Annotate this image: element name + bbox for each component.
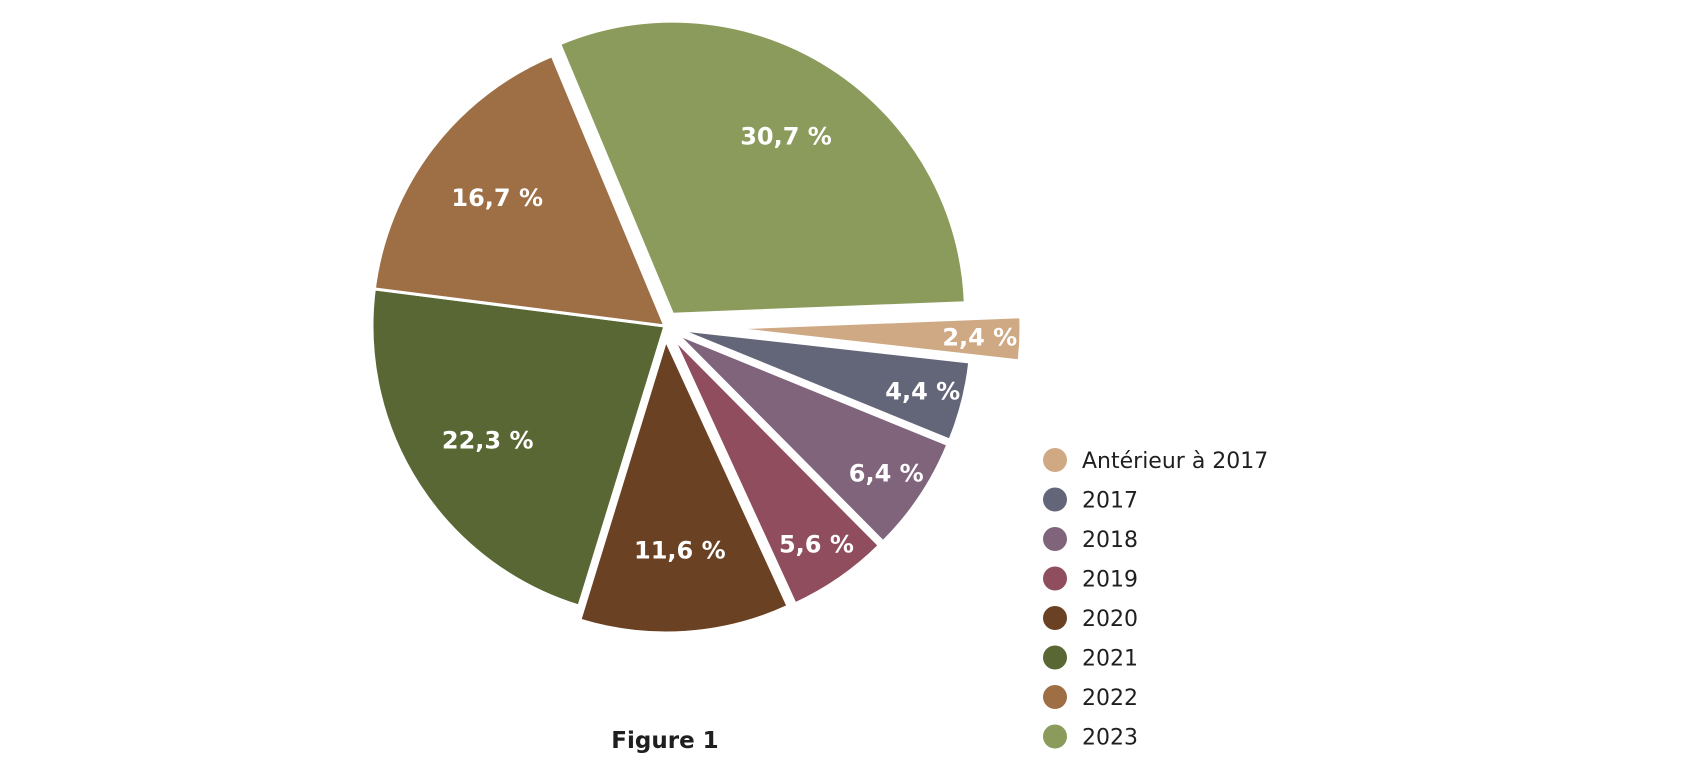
- slice-label: 22,3 %: [442, 426, 534, 454]
- slice-label: 6,4 %: [849, 460, 924, 488]
- pie-slice-2021: [370, 287, 667, 608]
- slice-label: 11,6 %: [634, 536, 726, 564]
- legend-label: 2019: [1082, 568, 1138, 593]
- legend-swatch: [1043, 645, 1067, 670]
- legend-swatch: [1043, 724, 1067, 749]
- legend-label: 2022: [1082, 686, 1138, 711]
- legend-swatch: [1043, 566, 1067, 591]
- pie-slice-2023: [558, 19, 967, 316]
- legend: Antérieur à 2017 2017 2018 2019 2020 2021 2022…: [1043, 448, 1268, 751]
- legend-label: 2018: [1082, 528, 1138, 553]
- legend-label: Antérieur à 2017: [1082, 449, 1268, 474]
- figure-caption: Figure 1: [611, 728, 718, 754]
- legend-swatch: [1043, 487, 1067, 512]
- slice-label: 4,4 %: [885, 378, 960, 406]
- legend-label: 2023: [1082, 726, 1138, 751]
- pie-slice-ant-rieur-2017: [726, 315, 1023, 363]
- legend-swatch: [1043, 448, 1067, 472]
- pie-slice-2019: [671, 336, 881, 606]
- pie-slices: [370, 19, 1023, 635]
- pie-slice-2022: [372, 54, 667, 328]
- legend-label: 2021: [1082, 647, 1138, 672]
- legend-swatch: [1043, 685, 1067, 709]
- legend-swatch: [1043, 606, 1067, 630]
- pie-slice-2020: [578, 338, 790, 635]
- slice-label: 16,7 %: [451, 184, 543, 212]
- slice-label: 30,7 %: [740, 122, 832, 150]
- pie-slice-2018: [675, 332, 950, 544]
- slice-label: 5,6 %: [779, 531, 854, 559]
- legend-label: 2017: [1082, 489, 1138, 514]
- pie-slice-labels: 2,4 % 4,4 % 6,4 % 5,6 % 11,6 % 22,3 % 16,7 % 30…: [442, 122, 1017, 564]
- slice-label: 2,4 %: [942, 323, 1017, 351]
- legend-swatch: [1043, 527, 1067, 551]
- legend-label: 2020: [1082, 607, 1138, 632]
- pie-slice-2017: [677, 327, 972, 442]
